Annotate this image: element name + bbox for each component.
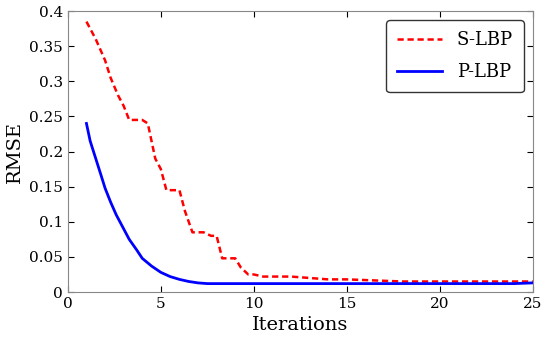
- Line: S-LBP: S-LBP: [87, 22, 533, 282]
- S-LBP: [362, 278, 369, 282]
- S-LBP: [126, 118, 133, 122]
- S-LBP: [93, 37, 99, 41]
- S-LBP: [250, 272, 257, 276]
- S-LBP: [418, 279, 425, 284]
- P-LBP: [250, 282, 257, 286]
- S-LBP: [201, 230, 207, 234]
- P-LBP: [113, 213, 119, 217]
- S-LBP: [145, 121, 151, 125]
- S-LBP: [170, 188, 177, 192]
- S-LBP: [133, 118, 140, 122]
- P-LBP: [344, 282, 350, 286]
- P-LBP: [133, 248, 140, 252]
- S-LBP: [157, 167, 164, 171]
- S-LBP: [260, 274, 266, 278]
- P-LBP: [102, 186, 109, 190]
- S-LBP: [115, 93, 121, 97]
- P-LBP: [381, 282, 387, 286]
- P-LBP: [418, 282, 425, 286]
- S-LBP: [306, 276, 313, 280]
- S-LBP: [195, 230, 201, 234]
- P-LBP: [157, 270, 164, 274]
- Y-axis label: RMSE: RMSE: [5, 121, 24, 183]
- P-LBP: [288, 282, 294, 286]
- P-LBP: [121, 227, 127, 231]
- S-LBP: [399, 279, 406, 284]
- S-LBP: [163, 188, 170, 192]
- S-LBP: [208, 234, 214, 238]
- P-LBP: [195, 281, 201, 285]
- P-LBP: [362, 282, 369, 286]
- S-LBP: [288, 274, 294, 278]
- S-LBP: [149, 139, 155, 143]
- S-LBP: [121, 104, 127, 108]
- P-LBP: [93, 156, 99, 160]
- S-LBP: [226, 256, 233, 260]
- P-LBP: [83, 121, 90, 125]
- S-LBP: [437, 279, 443, 284]
- P-LBP: [473, 282, 480, 286]
- S-LBP: [102, 58, 109, 62]
- P-LBP: [126, 237, 133, 241]
- P-LBP: [529, 281, 536, 285]
- P-LBP: [87, 139, 94, 143]
- P-LBP: [399, 282, 406, 286]
- P-LBP: [455, 282, 461, 286]
- S-LBP: [473, 279, 480, 284]
- S-LBP: [107, 76, 114, 80]
- P-LBP: [511, 282, 517, 286]
- S-LBP: [455, 279, 461, 284]
- P-LBP: [139, 256, 146, 260]
- S-LBP: [152, 156, 158, 160]
- X-axis label: Iterations: Iterations: [252, 317, 349, 335]
- S-LBP: [182, 209, 189, 213]
- P-LBP: [232, 282, 238, 286]
- S-LBP: [237, 266, 244, 270]
- P-LBP: [306, 282, 313, 286]
- S-LBP: [245, 272, 252, 276]
- S-LBP: [381, 279, 387, 283]
- S-LBP: [492, 279, 499, 284]
- P-LBP: [185, 279, 192, 284]
- P-LBP: [98, 174, 105, 178]
- S-LBP: [511, 279, 517, 284]
- Legend: S-LBP, P-LBP: S-LBP, P-LBP: [386, 20, 524, 92]
- S-LBP: [219, 256, 225, 260]
- S-LBP: [269, 274, 276, 278]
- Line: P-LBP: P-LBP: [87, 123, 533, 284]
- P-LBP: [492, 282, 499, 286]
- P-LBP: [269, 282, 276, 286]
- P-LBP: [325, 282, 332, 286]
- S-LBP: [325, 277, 332, 282]
- S-LBP: [232, 256, 238, 260]
- P-LBP: [213, 282, 220, 286]
- S-LBP: [344, 277, 350, 282]
- S-LBP: [176, 188, 182, 192]
- P-LBP: [107, 200, 114, 204]
- S-LBP: [139, 118, 146, 122]
- S-LBP: [189, 230, 196, 234]
- P-LBP: [176, 277, 182, 282]
- S-LBP: [213, 234, 220, 238]
- S-LBP: [83, 20, 90, 24]
- S-LBP: [529, 279, 536, 284]
- P-LBP: [167, 274, 173, 278]
- P-LBP: [204, 282, 210, 286]
- P-LBP: [437, 282, 443, 286]
- P-LBP: [149, 264, 155, 268]
